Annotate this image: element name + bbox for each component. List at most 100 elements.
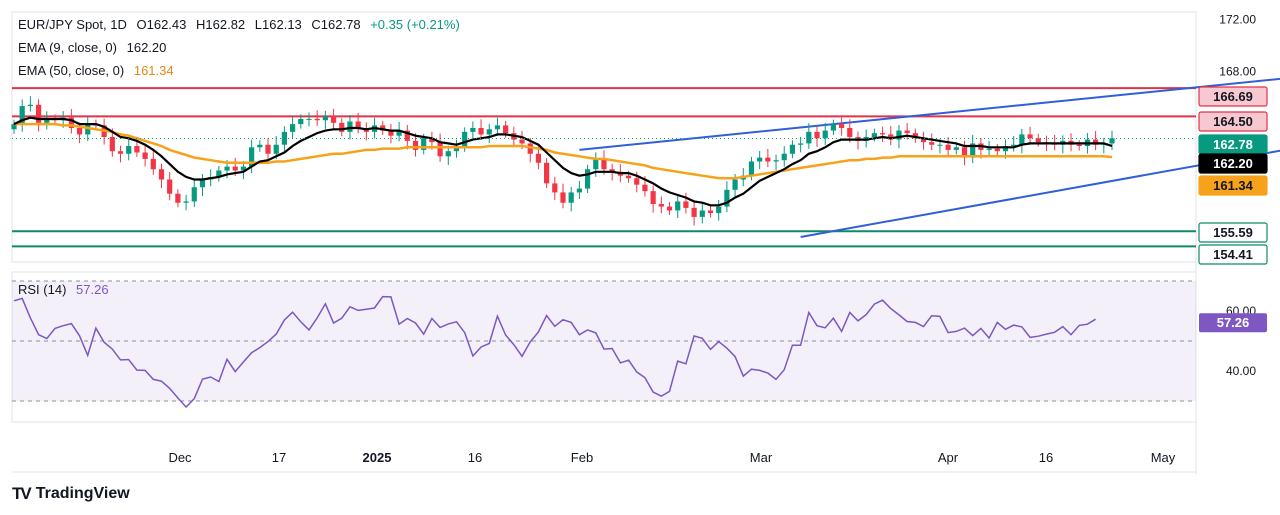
candle xyxy=(830,124,837,131)
candle xyxy=(748,161,755,176)
candle xyxy=(445,151,451,157)
symbol-title[interactable]: EUR/JPY Spot, 1D xyxy=(18,17,127,32)
candle xyxy=(568,192,574,203)
price-pane-frame xyxy=(11,11,1197,263)
candle xyxy=(404,130,410,141)
rsi-tick-label: 40.00 xyxy=(1226,364,1256,378)
price-label-box xyxy=(1198,222,1268,243)
candle xyxy=(396,130,402,136)
candle xyxy=(494,125,501,130)
candle xyxy=(535,153,542,163)
candle xyxy=(1011,144,1017,147)
price-label-box xyxy=(1198,175,1268,196)
candle xyxy=(109,137,115,152)
candle xyxy=(601,158,607,170)
ohlc-close: C162.78 xyxy=(311,17,361,32)
candle xyxy=(240,166,247,171)
candle xyxy=(412,140,419,150)
price-label-text: 164.50 xyxy=(1213,114,1253,129)
price-label-box xyxy=(1198,244,1268,265)
price-label-box xyxy=(1198,86,1268,107)
candle xyxy=(117,151,124,154)
ohlc-change: +0.35 (+0.21%) xyxy=(370,17,460,32)
candle xyxy=(838,124,845,128)
channel-upper-line xyxy=(579,77,1280,151)
candle xyxy=(847,127,853,137)
candle xyxy=(150,158,156,170)
candle xyxy=(289,124,296,132)
ema9-line xyxy=(13,116,1113,207)
candle xyxy=(232,166,238,171)
brand-logo[interactable]: TV TradingView xyxy=(12,484,130,504)
rsi-label: RSI (14) xyxy=(18,282,67,297)
candle xyxy=(224,166,230,171)
x-tick-label: 16 xyxy=(468,450,482,465)
candle xyxy=(904,130,910,134)
candle xyxy=(322,116,328,121)
candle xyxy=(584,169,591,189)
candle xyxy=(634,178,640,185)
candle xyxy=(822,130,828,139)
candle xyxy=(609,169,615,172)
candle xyxy=(1002,146,1009,152)
candle xyxy=(945,144,951,150)
candle xyxy=(339,122,345,132)
candle xyxy=(1035,138,1041,143)
candle xyxy=(691,207,697,217)
candle xyxy=(355,121,361,128)
candle xyxy=(683,201,689,208)
rsi-legend[interactable]: RSI (14) 57.26 xyxy=(18,282,109,297)
candle xyxy=(68,117,74,128)
candle xyxy=(625,175,632,179)
candle xyxy=(806,131,812,144)
x-tick-label: 17 xyxy=(272,450,286,465)
candle xyxy=(896,130,902,140)
candle xyxy=(716,206,722,214)
candle xyxy=(1093,139,1099,145)
ema50-line xyxy=(14,122,1113,180)
candle xyxy=(519,139,525,144)
candle xyxy=(76,127,83,135)
candle xyxy=(175,193,181,203)
candle xyxy=(1109,138,1115,144)
price-label-text: 161.34 xyxy=(1213,178,1254,193)
candle xyxy=(576,188,582,193)
candle xyxy=(1019,134,1025,145)
candle xyxy=(798,143,804,145)
candle xyxy=(937,144,943,146)
ema9-value: 162.20 xyxy=(126,40,167,55)
ohlc-high: H162.82 xyxy=(196,17,246,32)
candle xyxy=(994,148,1000,152)
candle xyxy=(158,169,165,180)
rsi-value-label: 57.26 xyxy=(1217,315,1250,330)
candle xyxy=(298,118,304,125)
price-label-text: 162.78 xyxy=(1213,137,1253,152)
candle xyxy=(773,160,779,162)
candle xyxy=(11,124,17,130)
ema50-legend[interactable]: EMA (50, close, 0) 161.34 xyxy=(18,63,174,78)
ohlc-low: L162.13 xyxy=(254,17,302,32)
rsi-value-box xyxy=(1199,313,1267,333)
candle xyxy=(781,153,787,161)
candle xyxy=(183,201,189,203)
candle xyxy=(347,121,353,132)
price-tick-label: 168.00 xyxy=(1219,64,1256,78)
symbol-legend: EUR/JPY Spot, 1D O162.43 H162.82 L162.13… xyxy=(18,17,460,32)
candle xyxy=(429,138,435,143)
ema9-legend[interactable]: EMA (9, close, 0) 162.20 xyxy=(18,40,166,55)
candle xyxy=(503,125,509,134)
candle xyxy=(142,152,148,159)
candle xyxy=(380,125,386,131)
brand-name: TradingView xyxy=(35,485,130,502)
candle xyxy=(658,204,664,207)
candle xyxy=(920,138,927,143)
price-label-text: 166.69 xyxy=(1213,89,1253,104)
candle xyxy=(879,133,886,135)
x-tick-label: Mar xyxy=(750,450,773,465)
candle xyxy=(789,144,796,154)
candle xyxy=(765,157,771,162)
candle xyxy=(732,179,738,190)
candle xyxy=(167,179,173,194)
